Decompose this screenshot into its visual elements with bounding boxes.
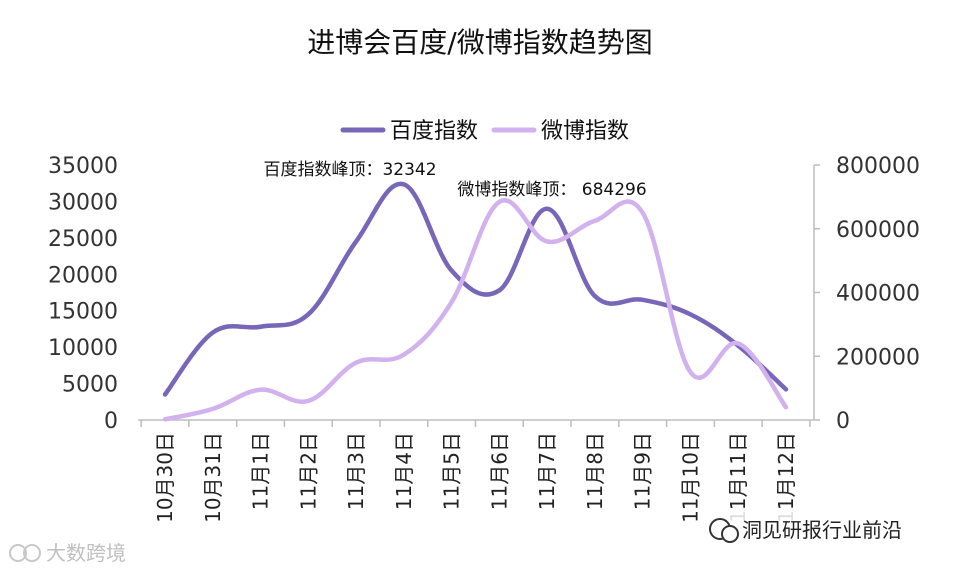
x-tick-label: 11月7日 bbox=[535, 432, 559, 510]
legend-label-weibo: 微博指数 bbox=[541, 119, 629, 144]
watermark-right: 洞见研报行业前沿 bbox=[707, 511, 943, 547]
right-y-tick-label: 600000 bbox=[836, 218, 920, 243]
x-tick-label: 11月3日 bbox=[344, 432, 368, 510]
left-y-tick-label: 15000 bbox=[48, 300, 118, 325]
x-tick-label: 10月30日 bbox=[153, 432, 177, 523]
x-tick-label: 11月4日 bbox=[392, 432, 416, 510]
left-y-tick-label: 20000 bbox=[48, 263, 118, 288]
series-line-baidu bbox=[162, 181, 789, 397]
right-y-tick-label: 800000 bbox=[836, 154, 920, 179]
x-tick-label: 11月12日 bbox=[774, 432, 798, 523]
left-y-tick-label: 30000 bbox=[48, 190, 118, 215]
watermark-left-text: 大数跨境 bbox=[46, 541, 126, 565]
series-line-weibo bbox=[162, 198, 789, 422]
right-y-tick-label: 400000 bbox=[836, 282, 920, 307]
left-y-axis: 35000 30000 25000 20000 15000 10000 5000 0 bbox=[48, 154, 118, 434]
right-y-tick-label: 200000 bbox=[836, 345, 920, 370]
left-y-tick-label: 0 bbox=[104, 409, 118, 434]
right-y-tick-label: 0 bbox=[836, 409, 850, 434]
x-axis-tick-marks bbox=[140, 420, 811, 427]
x-tick-label: 11月9日 bbox=[631, 432, 655, 510]
watermark-left: 大数跨境 bbox=[9, 541, 126, 565]
left-y-tick-label: 25000 bbox=[48, 227, 118, 252]
annotation-weibo-peak: 微博指数峰顶： 684296 bbox=[457, 180, 646, 200]
x-tick-label: 11月10日 bbox=[678, 432, 702, 523]
x-tick-label: 11月6日 bbox=[487, 432, 511, 510]
watermark-logo-icon-2 bbox=[23, 544, 41, 562]
left-y-tick-label: 10000 bbox=[48, 336, 118, 361]
chart-title: 进博会百度/微博指数趋势图 bbox=[307, 26, 652, 59]
wechat-icon-bubble bbox=[721, 525, 739, 543]
watermark-logo-icon bbox=[9, 544, 27, 562]
x-tick-label: 11月11日 bbox=[726, 432, 750, 523]
x-tick-label: 11月1日 bbox=[249, 432, 273, 510]
x-tick-label: 11月8日 bbox=[583, 432, 607, 510]
annotation-baidu-peak: 百度指数峰顶：32342 bbox=[263, 160, 436, 180]
left-y-tick-label: 5000 bbox=[62, 373, 118, 398]
watermark-backdrop bbox=[707, 511, 943, 547]
x-tick-label: 11月5日 bbox=[440, 432, 464, 510]
watermark-right-text: 洞见研报行业前沿 bbox=[742, 518, 902, 542]
x-axis: 10月30日 10月31日 11月1日 11月2日 11月3日 11月4日 11月5日 11月… bbox=[153, 432, 798, 523]
legend: 百度指数 微博指数 bbox=[340, 119, 629, 144]
x-tick-label: 11月2日 bbox=[296, 432, 320, 510]
x-tick-label: 10月31日 bbox=[201, 432, 225, 523]
left-y-tick-label: 35000 bbox=[48, 154, 118, 179]
legend-label-baidu: 百度指数 bbox=[390, 119, 478, 144]
right-y-axis: 800000 600000 400000 200000 0 bbox=[814, 154, 920, 434]
